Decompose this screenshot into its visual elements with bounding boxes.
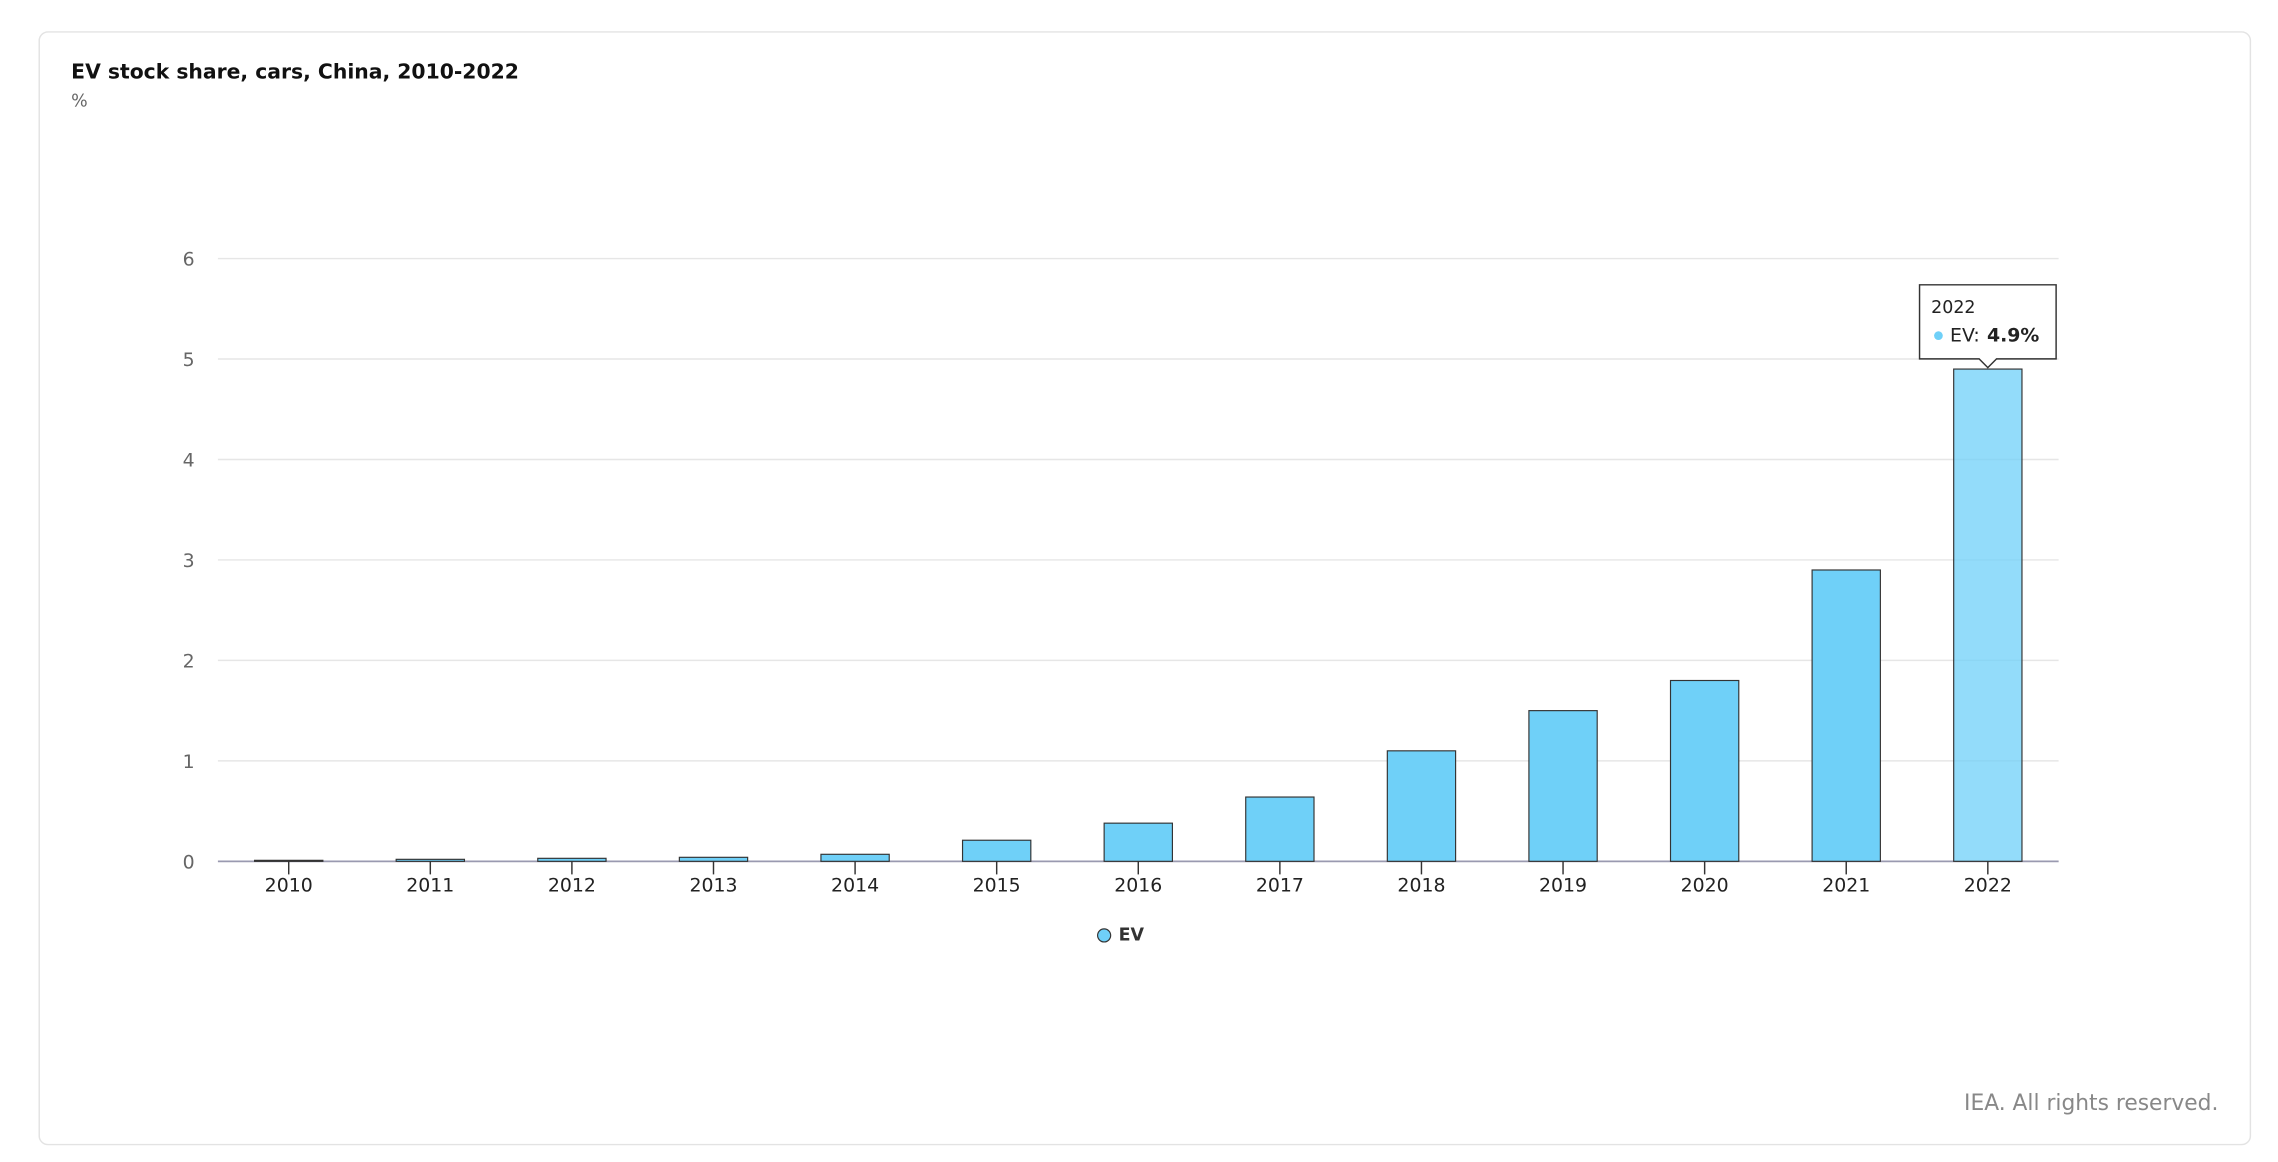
tooltip-title: 2022 xyxy=(1931,298,1975,318)
bar xyxy=(1245,796,1315,862)
tooltip-series: EV: xyxy=(1950,324,1980,346)
chart-title: EV stock share, cars, China, 2010-2022 xyxy=(71,60,519,84)
tooltip-text: EV: 4.9% xyxy=(1950,324,2039,346)
x-tick-label: 2021 xyxy=(1822,875,1870,897)
y-tick-label: 0 xyxy=(183,851,195,873)
bar xyxy=(253,859,324,862)
y-tick-label: 6 xyxy=(183,248,195,270)
x-tick-label: 2010 xyxy=(265,875,313,897)
bar xyxy=(678,856,749,862)
y-tick-label: 2 xyxy=(183,650,195,672)
bar xyxy=(961,839,1032,862)
y-tick-label: 4 xyxy=(183,449,195,471)
x-tick-label: 2015 xyxy=(973,875,1021,897)
chart-subtitle: % xyxy=(71,92,88,112)
x-tick-label: 2019 xyxy=(1539,875,1587,897)
bar xyxy=(1386,750,1457,862)
x-tick-label: 2012 xyxy=(548,875,596,897)
x-tick-label: 2017 xyxy=(1256,875,1304,897)
bar xyxy=(1811,569,1881,862)
x-tick-label: 2011 xyxy=(406,875,454,897)
tooltip-marker xyxy=(1934,331,1943,341)
y-tick-label: 5 xyxy=(183,349,195,371)
bar xyxy=(1669,679,1740,862)
x-tick-label: 2016 xyxy=(1114,875,1162,897)
bar xyxy=(1103,822,1173,862)
tooltip: 2022 EV: 4.9% xyxy=(1918,284,2057,369)
bar xyxy=(1528,710,1598,862)
x-tick-label: 2013 xyxy=(689,875,737,897)
card xyxy=(38,31,2252,1146)
bar xyxy=(820,853,890,862)
x-tick-label: 2018 xyxy=(1397,875,1445,897)
bar xyxy=(1953,368,2023,862)
tooltip-box xyxy=(1918,284,2057,369)
y-tick-label: 1 xyxy=(183,751,195,773)
y-tick-label: 3 xyxy=(183,550,195,572)
x-tick-label: 2022 xyxy=(1964,875,2012,897)
bar xyxy=(537,857,607,862)
legend-marker xyxy=(1097,928,1112,943)
bar xyxy=(395,858,466,862)
x-tick-label: 2020 xyxy=(1681,875,1729,897)
tooltip-value: 4.9% xyxy=(1987,324,2039,346)
legend-label: EV xyxy=(1119,925,1145,945)
x-tick-label: 2014 xyxy=(831,875,879,897)
source-note: IEA. All rights reserved. xyxy=(1964,1091,2218,1116)
